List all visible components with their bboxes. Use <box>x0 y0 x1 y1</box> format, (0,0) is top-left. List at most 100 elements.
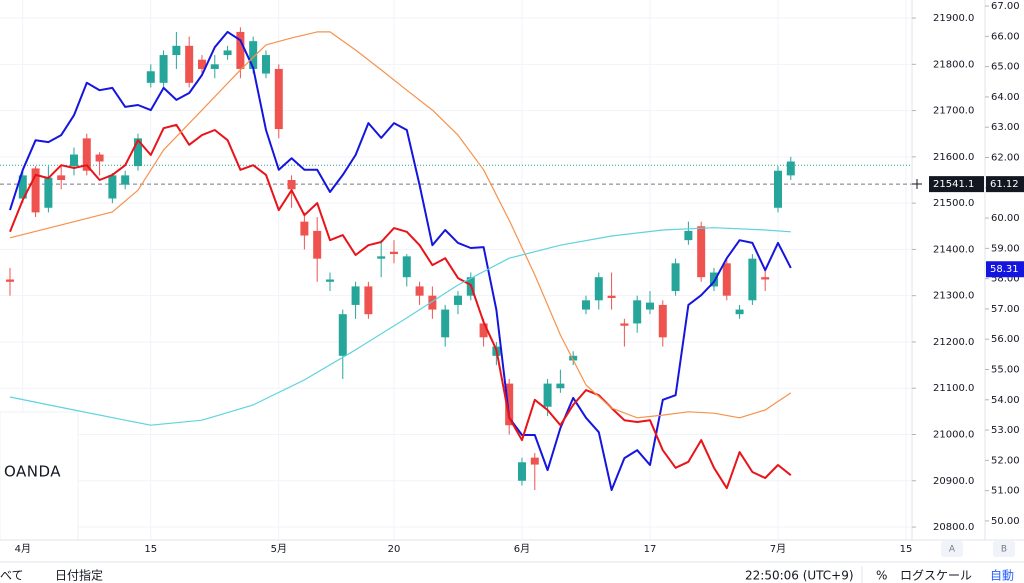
x-tick-label: 17 <box>644 544 657 555</box>
status-item[interactable]: べて <box>0 569 24 583</box>
candle-body <box>108 175 117 199</box>
axis-button[interactable] <box>993 541 1015 557</box>
x-tick-label: 15 <box>900 544 913 555</box>
y-tick-label: 20900.0 <box>933 476 974 487</box>
candle-body <box>786 161 795 176</box>
candle-body <box>441 309 450 338</box>
x-tick-label: 6月 <box>514 543 530 555</box>
y2-tick-label: 53.00 <box>991 425 1020 436</box>
candle-body <box>287 180 296 190</box>
last-price-label: 21541.1 <box>933 179 974 190</box>
y-tick-label: 21300.0 <box>933 291 974 302</box>
candle-body <box>313 230 322 259</box>
status-time: 22:50:06 (UTC+9) <box>745 569 854 583</box>
y-tick-label: 21900.0 <box>933 13 974 24</box>
candle-body <box>517 462 526 481</box>
y2-tick-label: 51.00 <box>991 486 1020 497</box>
candle-body <box>364 286 373 315</box>
x-tick-label: 20 <box>388 544 401 555</box>
candle-body <box>172 45 181 56</box>
axis-button[interactable] <box>941 541 963 557</box>
candle-body <box>453 295 462 305</box>
candle-body <box>530 457 539 465</box>
x-tick-label: 5月 <box>271 543 287 555</box>
axis-button-label[interactable]: B <box>1001 545 1007 555</box>
last-price-box <box>929 176 984 193</box>
y-tick-label: 21400.0 <box>933 244 974 255</box>
x-tick-label: 15 <box>144 544 157 555</box>
y-tick-label: 21100.0 <box>933 383 974 394</box>
candle-body <box>325 279 334 282</box>
candle-body <box>479 323 488 338</box>
candle-body <box>133 138 142 167</box>
indicator-line <box>9 30 792 491</box>
candle-body <box>249 41 258 69</box>
candle-body <box>773 170 782 208</box>
candle-body <box>377 256 386 259</box>
y2-tick-label: 62.00 <box>991 152 1020 163</box>
candle-body <box>197 59 206 69</box>
y2-tick-label: 60.00 <box>991 213 1020 224</box>
y2-tick-label: 52.00 <box>991 455 1020 466</box>
candle-body <box>5 279 14 282</box>
candle-body <box>658 304 667 338</box>
y2-tick-label: 63.00 <box>991 122 1020 133</box>
y-tick-label: 20800.0 <box>933 522 974 533</box>
candle-body <box>556 383 565 389</box>
y2-tick-label: 55.00 <box>991 364 1020 375</box>
y-tick-label: 21700.0 <box>933 106 974 117</box>
y2-tick-label: 64.00 <box>991 92 1020 103</box>
candle-body <box>402 256 411 278</box>
candle-body <box>569 355 578 361</box>
axes: 4月 15 5月 20 6月 17 7月 15 20800.0 20900.0 21000.0 211… <box>15 1 1024 555</box>
y2-tick-label: 67.00 <box>991 1 1020 12</box>
candle-body <box>146 71 155 83</box>
candle-body <box>338 314 347 356</box>
candle-body <box>684 230 693 241</box>
y-tick-label: 21800.0 <box>933 59 974 70</box>
candle-body <box>428 295 437 310</box>
y2-value-label: 58.31 <box>990 264 1019 275</box>
candle-body <box>389 251 398 255</box>
candle-body <box>44 177 53 208</box>
status-toggle[interactable]: % <box>876 569 887 583</box>
y2-tick-label: 57.00 <box>991 304 1020 315</box>
status-toggle[interactable]: ログスケール <box>900 569 972 583</box>
candle-body <box>121 175 130 185</box>
candle-body <box>274 68 283 130</box>
candle-body <box>620 323 629 326</box>
logo: OANDA <box>4 463 61 481</box>
candle-body <box>223 50 232 56</box>
candle-body <box>607 295 616 298</box>
y2-tick-label: 56.00 <box>991 334 1020 345</box>
candle-body <box>671 263 680 292</box>
y2-tick-label: 59.00 <box>991 243 1020 254</box>
status-toggle[interactable]: 自動 <box>990 569 1014 583</box>
candle-body <box>581 300 590 310</box>
candle-body <box>300 221 309 236</box>
y2-tick-label: 54.00 <box>991 395 1020 406</box>
candle-body <box>633 300 642 324</box>
candle-body <box>761 277 770 280</box>
candle-body <box>645 302 654 310</box>
y-tick-label: 21200.0 <box>933 337 974 348</box>
indicator-line <box>9 123 792 490</box>
crosshair-icon <box>912 179 922 189</box>
candle-body <box>210 64 219 69</box>
candle-body <box>722 263 731 296</box>
x-tick-label: 4月 <box>15 543 31 555</box>
candle-body <box>351 286 360 305</box>
y2-value-box <box>986 176 1024 193</box>
y2-tick-label: 50.00 <box>991 516 1020 527</box>
status-item[interactable]: 日付指定 <box>55 568 103 583</box>
y2-tick-label: 58.00 <box>991 274 1020 285</box>
y2-value-label: 61.12 <box>990 179 1019 190</box>
candle-body <box>735 309 744 315</box>
logo-box <box>0 411 79 541</box>
candle-body <box>57 175 66 180</box>
axis-button-label[interactable]: A <box>949 545 956 555</box>
candle-body <box>159 55 168 83</box>
